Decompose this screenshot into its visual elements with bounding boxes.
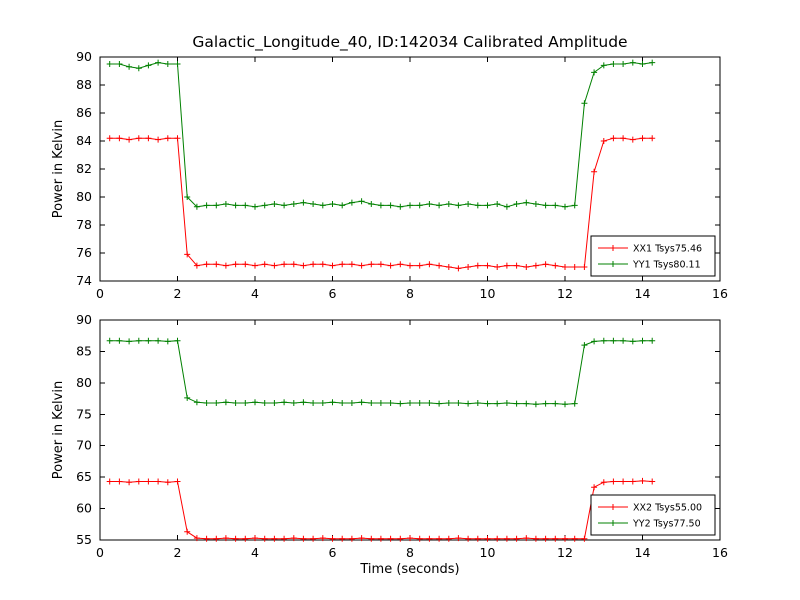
tick-marks — [99, 56, 721, 282]
y-tick-label: 70 — [76, 438, 92, 453]
legend-sample-marker — [610, 504, 616, 510]
legend-label: XX1 Tsys75.46 — [633, 244, 702, 255]
subplot-2: 0 2 4 6 8 10 12 14 16 55 60 65 70 75 80 85 90 Power in Ke… — [51, 312, 728, 560]
y-tick-label: 55 — [76, 532, 92, 547]
x-tick-label: 12 — [557, 286, 573, 301]
y-tick-label: 80 — [76, 189, 92, 204]
legend: XX2 Tsys55.00 YY2 Tsys77.50 — [590, 494, 716, 536]
y-tick-labels: 74 76 78 80 82 84 86 88 90 — [76, 49, 92, 288]
y-tick-label: 90 — [76, 312, 92, 327]
x-tick-label: 12 — [557, 545, 573, 560]
legend-box — [590, 494, 716, 536]
legend-label: XX2 Tsys55.00 — [633, 503, 702, 514]
x-tick-label: 0 — [96, 286, 104, 301]
legend-label: YY1 Tsys80.11 — [632, 260, 701, 271]
y-tick-label: 90 — [76, 49, 92, 64]
y-axis-label: Power in Kelvin — [51, 381, 66, 479]
series-XX2-line — [109, 480, 653, 540]
y-tick-label: 80 — [76, 375, 92, 390]
y-tick-label: 75 — [76, 406, 92, 421]
x-tick-label: 8 — [406, 545, 414, 560]
series-YY1-markers — [106, 59, 656, 210]
x-tick-label: 4 — [251, 286, 259, 301]
x-tick-label: 2 — [174, 545, 182, 560]
y-tick-label: 86 — [76, 105, 92, 120]
y-tick-label: 76 — [76, 245, 92, 260]
legend-sample-marker — [610, 261, 616, 267]
x-tick-label: 0 — [96, 545, 104, 560]
y-tick-label: 84 — [76, 133, 92, 148]
y-tick-label: 82 — [76, 161, 92, 176]
y-tick-label: 74 — [76, 273, 92, 288]
y-tick-labels: 55 60 65 70 75 80 85 90 — [76, 312, 92, 547]
y-axis-label: Power in Kelvin — [51, 120, 66, 218]
series-XX2-markers — [106, 477, 656, 542]
x-axis-label: Time (seconds) — [359, 562, 459, 577]
x-tick-labels: 0 2 4 6 8 10 12 14 16 — [96, 286, 728, 301]
x-tick-label: 14 — [635, 286, 651, 301]
legend-box — [590, 235, 716, 277]
y-tick-label: 60 — [76, 501, 92, 516]
x-tick-label: 4 — [251, 545, 259, 560]
x-tick-label: 16 — [712, 286, 728, 301]
series-YY2-markers — [106, 337, 656, 408]
y-tick-label: 85 — [76, 343, 92, 358]
legend-label: YY2 Tsys77.50 — [632, 519, 701, 530]
y-tick-label: 65 — [76, 469, 92, 484]
x-tick-label: 6 — [329, 545, 337, 560]
legend-sample-marker — [610, 245, 616, 251]
x-tick-label: 8 — [406, 286, 414, 301]
legend-sample-marker — [610, 520, 616, 526]
x-tick-label: 2 — [174, 286, 182, 301]
legend: XX1 Tsys75.46 YY1 Tsys80.11 — [590, 235, 716, 277]
x-tick-label: 10 — [480, 545, 496, 560]
subplot-1: 0 2 4 6 8 10 12 14 16 74 76 78 80 82 84 86 88 90 Power in … — [51, 49, 728, 301]
x-tick-label: 10 — [480, 286, 496, 301]
y-tick-label: 88 — [76, 77, 92, 92]
series-YY2-line — [109, 340, 653, 405]
y-tick-label: 78 — [76, 217, 92, 232]
x-tick-label: 14 — [635, 545, 651, 560]
series-YY1-line — [109, 62, 653, 208]
series-XX1-markers — [106, 135, 656, 272]
x-tick-label: 16 — [712, 545, 728, 560]
chart-title: Galactic_Longitude_40, ID:142034 Calibra… — [192, 33, 627, 52]
x-tick-label: 6 — [329, 286, 337, 301]
x-tick-labels: 0 2 4 6 8 10 12 14 16 — [96, 545, 728, 560]
tick-marks — [99, 319, 721, 541]
